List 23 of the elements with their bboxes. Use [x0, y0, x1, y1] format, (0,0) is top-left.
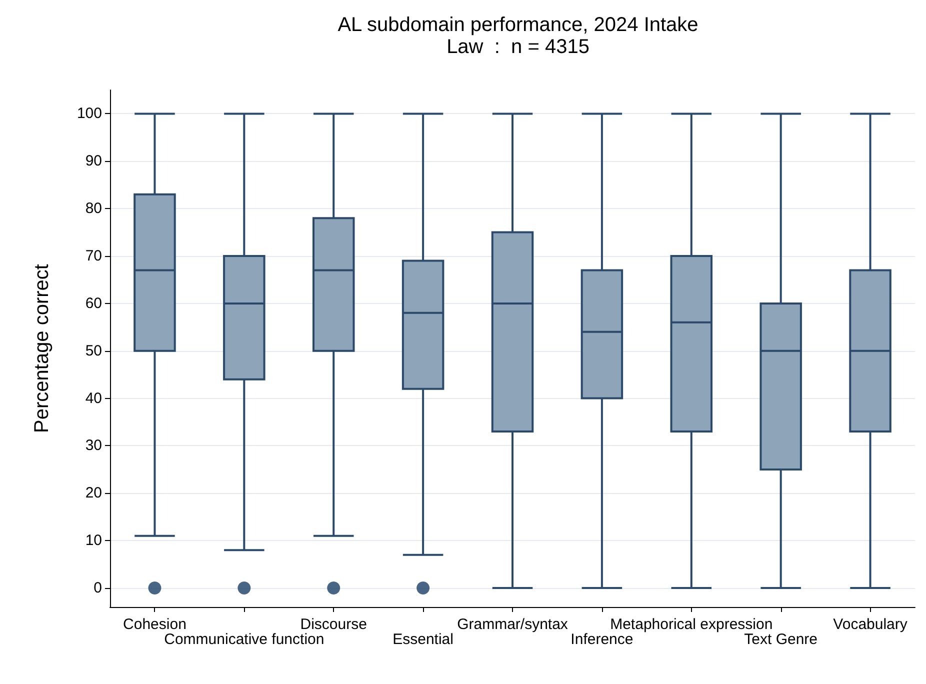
x-tick-label: Discourse [300, 616, 367, 633]
chart-title: AL subdomain performance, 2024 Intake [338, 14, 698, 36]
y-tick-label: 90 [85, 152, 102, 170]
y-tick-label: 50 [85, 342, 102, 360]
x-tick-label: Essential [392, 631, 454, 648]
x-tick-label: Text Genre [744, 631, 818, 648]
x-tick-label: Inference [570, 631, 634, 648]
x-tick-label: Cohesion [123, 616, 186, 633]
x-tick-label: Communicative function [164, 631, 324, 648]
y-tick-label: 100 [76, 105, 102, 122]
y-tick-label: 70 [85, 248, 102, 265]
y-tick-label: 60 [85, 294, 102, 312]
y-tick-label: 10 [85, 532, 102, 550]
y-tick-label: 80 [85, 200, 102, 218]
y-tick-label: 20 [85, 484, 102, 502]
x-tick-label: Grammar/syntax [457, 616, 568, 633]
y-tick-label: 30 [85, 437, 102, 454]
x-tick-label: Vocabulary [833, 616, 908, 633]
y-axis-title: Percentage correct [31, 264, 53, 433]
chart-subtitle: Law : n = 4315 [446, 36, 590, 58]
y-tick-label: 40 [85, 390, 102, 407]
x-tick-label: Metaphorical expression [610, 616, 773, 633]
y-tick-label: 0 [94, 580, 102, 597]
